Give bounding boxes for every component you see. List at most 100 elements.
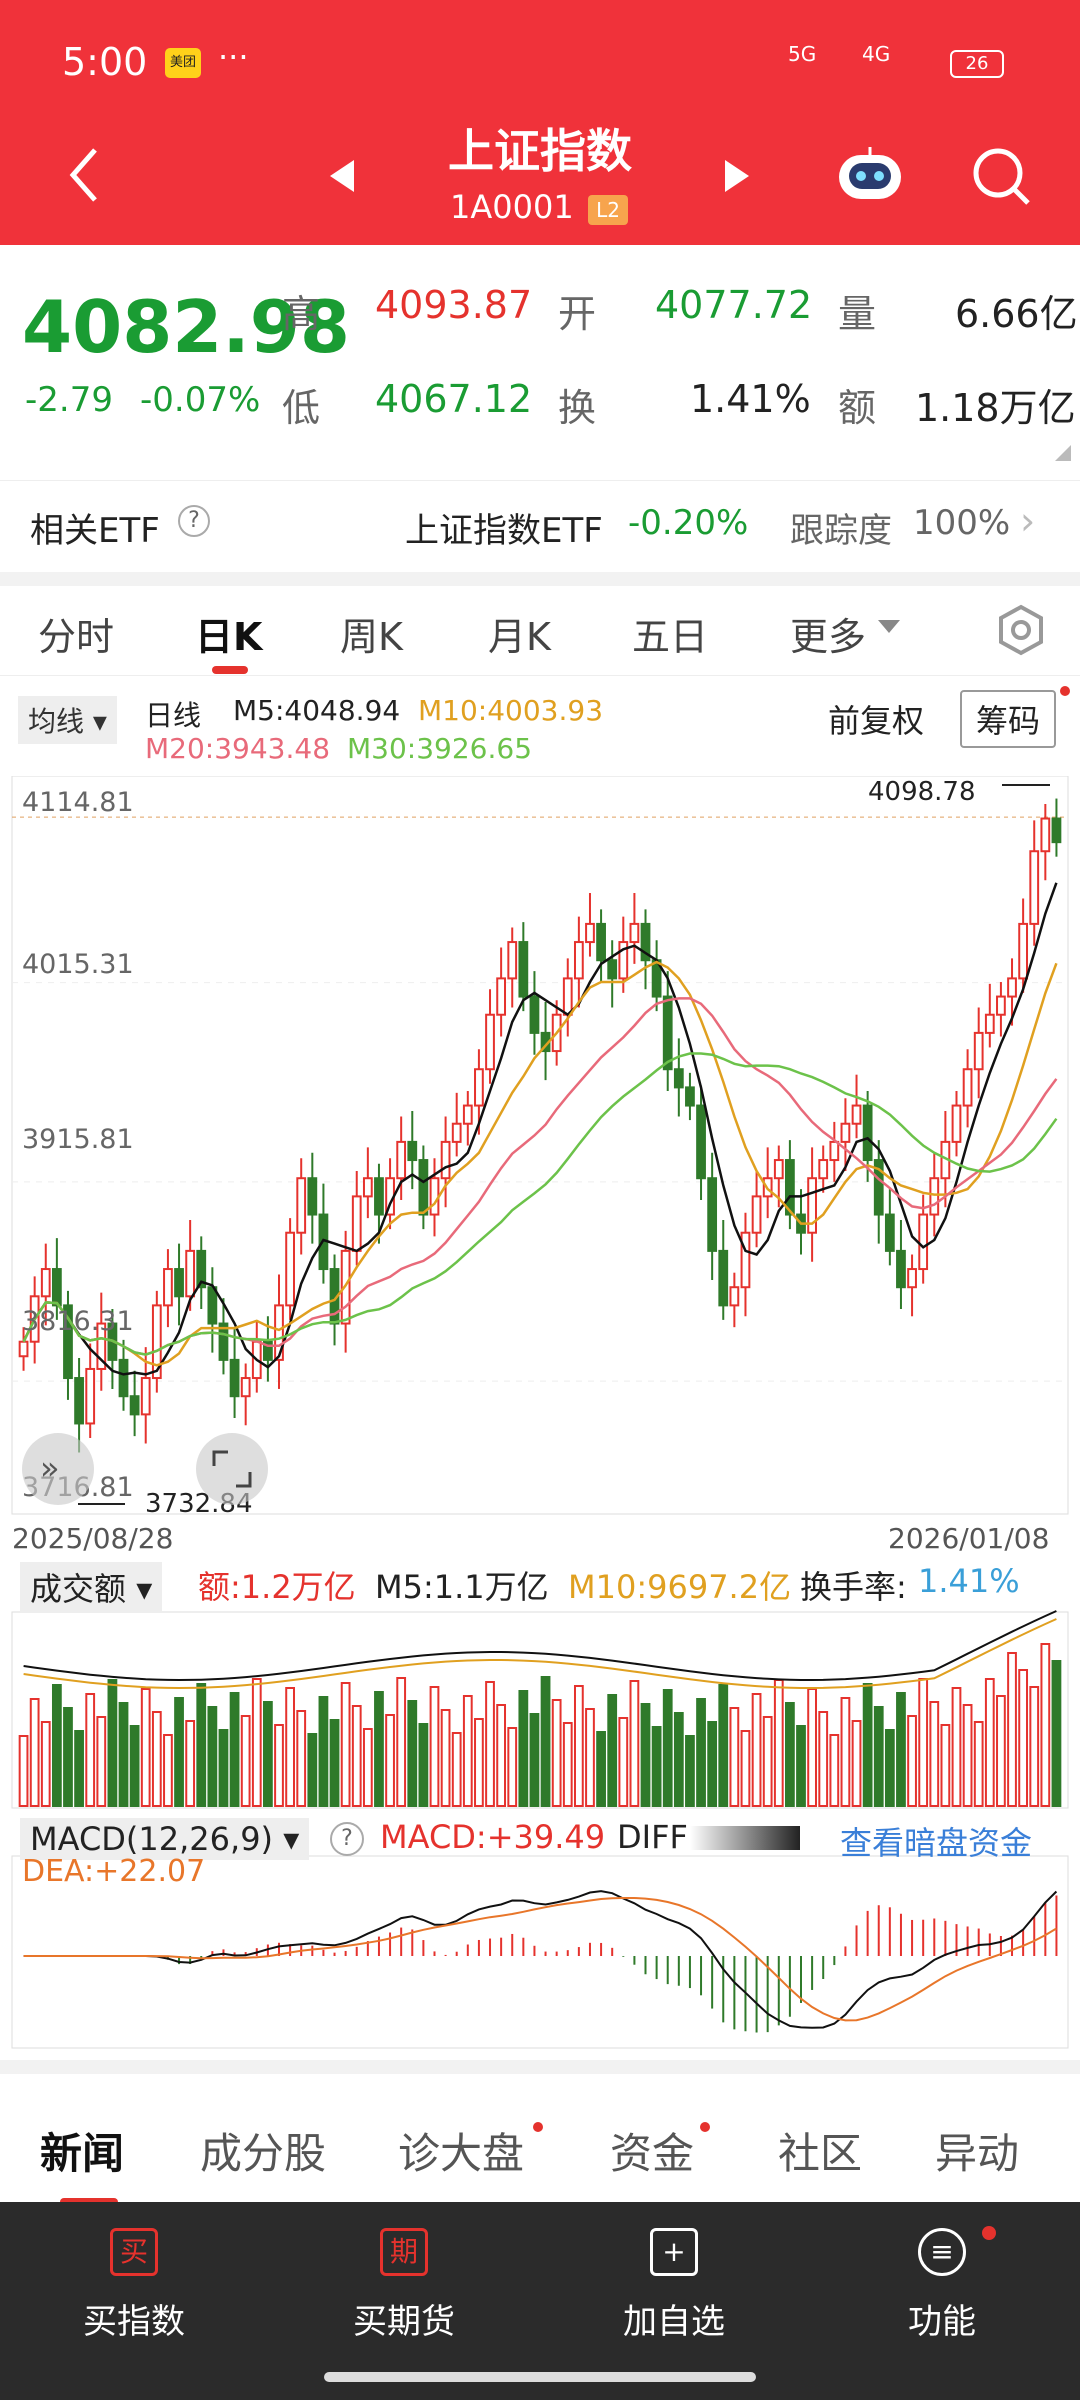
volume-bar <box>785 1702 795 1807</box>
candle-body <box>851 1104 862 1125</box>
kline-chart[interactable]: 4114.81 4015.31 3915.81 3816.31 3716.81 … <box>0 776 1080 2056</box>
functions-icon: ≡ <box>918 2228 966 2276</box>
volume-bar <box>462 1695 473 1807</box>
candle-body <box>85 1367 96 1425</box>
volume-bars <box>11 1611 1069 1809</box>
candle-body <box>573 941 584 980</box>
tab-news[interactable]: 新闻 <box>40 2129 125 2178</box>
volume-bar <box>174 1697 184 1807</box>
macd-legend: MACD(12,26,9) ▾ ? MACD:+39.49 DIFF 查看暗盘资… <box>0 1816 1080 1906</box>
app-badge-icon: 美团 <box>165 48 201 78</box>
settings-icon[interactable] <box>995 604 1047 656</box>
candle-body <box>1018 922 1029 980</box>
buy-index-button[interactable]: 买指数 <box>83 2302 185 2342</box>
volume-bar <box>673 1712 684 1807</box>
buy-futures-icon: 期 <box>380 2228 428 2276</box>
kline-candles <box>18 798 1062 1453</box>
volume-bar <box>63 1707 73 1807</box>
fullscreen-button[interactable] <box>196 1433 268 1505</box>
volume-bar <box>96 1716 107 1807</box>
tab-intraday[interactable]: 分时 <box>38 615 115 659</box>
candle-body <box>63 1304 73 1380</box>
candle-body <box>507 941 518 980</box>
candle-body <box>163 1268 173 1307</box>
prev-index-icon[interactable] <box>330 160 354 192</box>
tab-weekly-k[interactable]: 周K <box>340 615 403 659</box>
volume-bar <box>984 1678 995 1807</box>
chip-button[interactable]: 筹码 <box>960 690 1057 748</box>
open-label: 开 <box>558 292 597 336</box>
volume-bar <box>840 1697 851 1807</box>
adjust-selector[interactable]: 前复权 <box>828 702 925 740</box>
next-index-icon[interactable] <box>725 160 749 192</box>
macd-frame <box>11 1855 1069 2049</box>
macd-selector[interactable]: MACD(12,26,9) ▾ <box>20 1818 310 1860</box>
volume-bar <box>696 1698 706 1807</box>
volume-bar <box>185 1720 196 1807</box>
volume-bar <box>973 1721 984 1807</box>
dark-pool-link[interactable]: 查看暗盘资金 <box>840 1824 1033 1862</box>
y-tick-1: 4114.81 <box>22 787 134 818</box>
ma5-line <box>22 882 1058 1376</box>
signal-4g-icon: 4G <box>862 42 891 66</box>
tab-community[interactable]: 社区 <box>778 2129 863 2178</box>
tab-constituents[interactable]: 成分股 <box>200 2129 327 2178</box>
volume-bar <box>429 1686 440 1807</box>
buy-futures-button[interactable]: 买期货 <box>353 2302 455 2342</box>
volume-bar <box>729 1707 740 1807</box>
candle-body <box>751 1195 762 1234</box>
volume-bar <box>896 1692 906 1807</box>
tab-monthly-k[interactable]: 月K <box>488 615 551 659</box>
volume-bar <box>74 1730 84 1807</box>
volume-bar <box>440 1709 451 1807</box>
macd-help-icon[interactable]: ? <box>330 1822 364 1856</box>
tab-diagnose[interactable]: 诊大盘 <box>398 2129 525 2178</box>
search-icon[interactable] <box>970 145 1032 207</box>
kline-frame <box>11 776 1069 1515</box>
etf-name: 上证指数ETF <box>405 511 603 551</box>
candle-body <box>740 1231 751 1289</box>
candle-body <box>562 977 573 1016</box>
back-icon[interactable] <box>65 145 105 205</box>
volume-bar <box>407 1700 418 1807</box>
status-time: 5:00 <box>62 40 148 84</box>
candle-body <box>196 1249 207 1289</box>
diff-line <box>23 1890 1058 2029</box>
volume-bar <box>1029 1686 1040 1807</box>
max-price-label: 4098.78 <box>868 777 976 807</box>
volume-bar <box>240 1715 251 1807</box>
tab-daily-k[interactable]: 日K <box>195 615 263 659</box>
help-icon[interactable]: ? <box>178 505 210 537</box>
candle-body <box>74 1377 84 1425</box>
tab-funds[interactable]: 资金 <box>610 2129 695 2178</box>
functions-button[interactable]: 功能 <box>908 2302 976 2342</box>
volume-bar <box>251 1678 262 1807</box>
candle-body <box>640 922 651 962</box>
volume-bar <box>1051 1660 1062 1807</box>
tab-anomaly[interactable]: 异动 <box>935 2129 1020 2178</box>
double-chevron-icon: » <box>40 1449 60 1487</box>
divider <box>0 572 1080 586</box>
tab-more[interactable]: 更多 <box>790 615 867 659</box>
volume-bar <box>118 1702 129 1807</box>
candle-body <box>707 1177 718 1252</box>
scroll-left-button[interactable] <box>22 1433 94 1505</box>
candle-body <box>274 1304 284 1361</box>
kline-ma-lines <box>22 882 1058 1376</box>
related-etf-row[interactable]: 相关ETF ? 上证指数ETF -0.20% 跟踪度 100% › <box>0 480 1080 572</box>
candle-body <box>462 1104 473 1125</box>
volume-selector[interactable]: 成交额 ▾ <box>20 1562 163 1612</box>
volume-bar <box>218 1729 229 1807</box>
volume-bar <box>362 1728 373 1807</box>
end-date: 2026/01/08 <box>888 1522 1049 1555</box>
ma-selector[interactable]: 均线 ▾ <box>18 696 117 744</box>
volume-bar <box>51 1684 62 1807</box>
robot-assistant-icon[interactable] <box>835 145 905 205</box>
add-watchlist-icon: + <box>650 2228 698 2276</box>
volume-bar <box>929 1701 940 1807</box>
expand-corner-icon[interactable] <box>1055 445 1071 461</box>
volume-bar <box>140 1688 151 1807</box>
tab-five-day[interactable]: 五日 <box>632 615 709 659</box>
add-watchlist-button[interactable]: 加自选 <box>623 2302 725 2342</box>
turnover-rate-label: 换手率: <box>800 1568 907 1606</box>
